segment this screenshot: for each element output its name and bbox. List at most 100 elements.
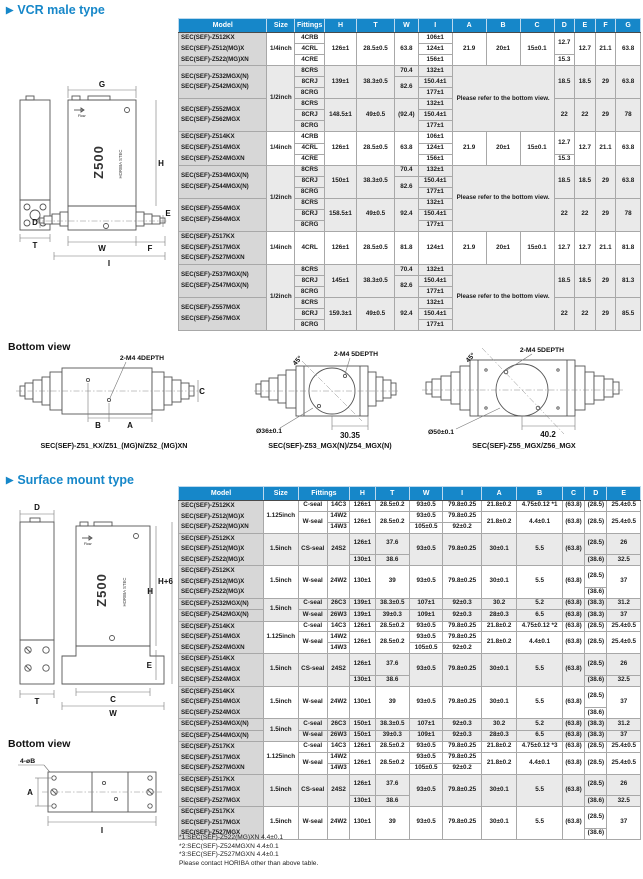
- value-cell: (63.8): [561, 773, 586, 807]
- value-cell: 6.5: [516, 609, 563, 622]
- value-cell: 38.6: [374, 674, 410, 687]
- value-cell: 124±1: [417, 142, 453, 155]
- value-cell: 150.4±1: [417, 109, 453, 122]
- value-cell: 79.8±0.25: [442, 620, 482, 633]
- value-cell: 130±1: [349, 795, 376, 807]
- value-cell: 124±1: [417, 43, 453, 56]
- column-header: C: [519, 18, 555, 33]
- value-cell: 26: [606, 773, 641, 797]
- value-cell: 25.4±0.5: [606, 500, 641, 512]
- value-cell: W-seal: [297, 565, 328, 599]
- value-cell: 1/4inch: [266, 230, 296, 266]
- value-cell: (63.8): [561, 631, 586, 654]
- value-cell: 70.4: [394, 264, 419, 277]
- table-row: SEC(SEF)-Z512KX SEC(SEF)-Z512(MG)X SEC(S…: [177, 500, 641, 534]
- value-cell: 4CRL: [294, 43, 326, 56]
- value-cell: (28.5): [584, 741, 608, 753]
- value-cell: 132±1: [417, 197, 453, 210]
- vcr-spec-table: Model Size Fittings H T W I A B C D E F G SEC(SEF)-Z51…: [177, 18, 641, 332]
- flow-label: Flow: [84, 542, 92, 546]
- value-cell: 156±1: [417, 54, 453, 67]
- value-cell: 82.6: [394, 175, 419, 199]
- value-cell: 132±1: [417, 164, 453, 177]
- value-cell: 6.5: [516, 729, 563, 742]
- dim-label-b: B: [95, 421, 101, 430]
- table-row: SEC(SEF)-Z517KX SEC(SEF)-Z517MGX SEC(SEF…: [177, 773, 641, 807]
- bottom-view-caption: SEC(SEF)-Z53_MGX(N)/Z54_MGX(N): [268, 441, 392, 450]
- value-cell: 5.5: [516, 565, 563, 599]
- value-cell: (28.5): [584, 631, 608, 654]
- value-cell: 18.5: [553, 65, 576, 100]
- value-cell: W-seal: [297, 751, 328, 775]
- model-cell: SEC(SEF)-Z517KX SEC(SEF)-Z517MGX SEC(SEF…: [177, 741, 265, 775]
- brand-label: Z500: [91, 145, 106, 179]
- value-cell: W-seal: [297, 510, 328, 534]
- dim-label-w: W: [109, 709, 117, 718]
- value-cell: 126±1: [349, 773, 376, 797]
- value-cell: 12.7: [574, 230, 596, 266]
- value-cell: 21.8±0.2: [480, 741, 518, 753]
- value-cell: 139±1: [349, 609, 376, 622]
- value-cell: 8CRJ: [294, 275, 326, 288]
- value-cell: 21.8±0.2: [480, 751, 518, 775]
- value-cell: 18.5: [553, 164, 576, 199]
- value-cell: 105±0.5: [408, 642, 444, 654]
- value-cell: 81.3: [615, 264, 641, 299]
- value-cell: 1.125inch: [263, 741, 299, 775]
- table-row: 8CRJ 82.6 150.4±1: [179, 76, 641, 100]
- header-row: Model Size Fittings H T W I A B C D E: [177, 486, 641, 501]
- value-cell: 37: [606, 729, 641, 742]
- surface-spec-table: Model Size Fittings H T W I A B C D E SEC(SEF)-Z512K…: [177, 486, 641, 840]
- table-row: 8CRG 177±1: [179, 219, 641, 232]
- value-cell: 93±0.5: [408, 741, 444, 753]
- value-cell: 150.4±1: [417, 275, 453, 288]
- model-cell: SEC(SEF)-Z552MGX SEC(SEF)-Z562MGX: [177, 98, 268, 133]
- value-cell: 29: [594, 264, 617, 299]
- dim-label-d: D: [32, 218, 38, 227]
- value-cell: (38.6): [584, 707, 608, 719]
- value-cell: 8CRJ: [294, 109, 326, 122]
- value-cell: 26: [606, 653, 641, 676]
- model-cell: SEC(SEF)-Z517KX SEC(SEF)-Z517MGX SEC(SEF…: [177, 773, 265, 807]
- model-cell: SEC(SEF)-Z512KX SEC(SEF)-Z512(MG)X SEC(S…: [177, 500, 265, 534]
- value-cell: 126±1: [349, 500, 376, 512]
- value-cell: 79.8±0.25: [442, 773, 482, 807]
- value-cell: (28.5): [584, 685, 608, 709]
- value-cell: 8CRG: [294, 319, 326, 332]
- dim-label-c: C: [199, 387, 205, 396]
- value-cell: 139±1: [324, 65, 357, 100]
- value-cell: CS-seal: [297, 653, 328, 687]
- value-cell: 18.5: [574, 65, 596, 100]
- table-row: W-seal 14W2 126±1 28.5±0.2 93±0.5 79.8±0.25 21…: [179, 751, 641, 775]
- value-cell: 14W3: [326, 521, 351, 534]
- value-cell: 145±1: [324, 264, 357, 299]
- value-cell: (28.5): [584, 620, 608, 633]
- model-cell: SEC(SEF)-Z514KX SEC(SEF)-Z514MGX SEC(SEF…: [177, 131, 268, 166]
- footnote: Please contact HORIBA other than above t…: [179, 859, 319, 867]
- value-cell: 130±1: [349, 806, 376, 840]
- value-cell: 177±1: [417, 319, 453, 332]
- value-cell: 126±1: [324, 230, 357, 266]
- value-cell: W-seal: [297, 729, 328, 742]
- value-cell: 150±1: [349, 729, 376, 742]
- value-cell: (28.5): [584, 806, 608, 829]
- value-cell: 1.5inch: [263, 532, 299, 566]
- model-cell: SEC(SEF)-Z512KX SEC(SEF)-Z512(MG)X SEC(S…: [177, 532, 265, 566]
- value-cell: (28.5): [584, 653, 608, 676]
- value-cell: 63.8: [615, 164, 641, 199]
- value-cell: 5.2: [516, 718, 563, 731]
- value-cell: 93±0.5: [408, 806, 444, 840]
- dim-label-c: C: [110, 695, 116, 704]
- table-row: 130±1 38.6 (38.6) 32.5: [179, 795, 641, 807]
- column-header: H: [324, 18, 357, 33]
- value-cell: 15±0.1: [519, 131, 555, 166]
- value-cell: 32.5: [606, 554, 641, 566]
- value-cell: 1.125inch: [263, 620, 299, 654]
- vcr-dimension-diagram: T G Flow Z500 HORIBA STEC D E H: [19, 80, 171, 268]
- column-header: I: [417, 18, 453, 33]
- value-cell: 21.8±0.2: [480, 510, 518, 534]
- value-cell: 37.6: [374, 532, 410, 556]
- thread-annotation: 2-M4 4DEPTH: [120, 355, 164, 362]
- value-cell: 21.1: [594, 131, 617, 166]
- value-cell: 38.3±0.5: [355, 264, 396, 299]
